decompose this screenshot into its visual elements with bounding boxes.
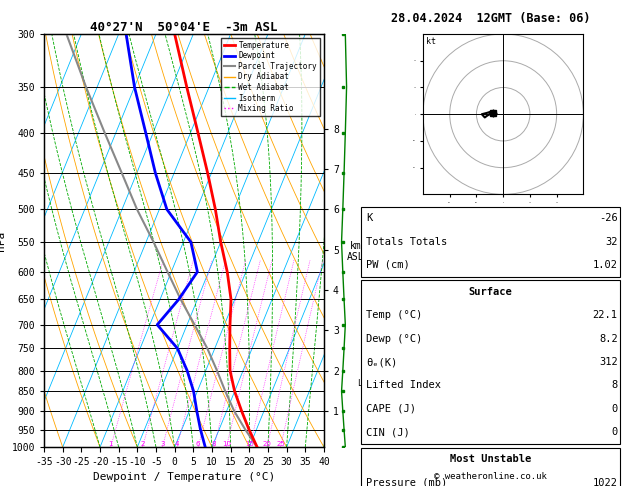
Text: θₑ(K): θₑ(K) bbox=[366, 357, 398, 367]
Text: kt: kt bbox=[426, 37, 437, 46]
Text: 15: 15 bbox=[245, 441, 254, 447]
Text: 8: 8 bbox=[211, 441, 216, 447]
Text: Surface: Surface bbox=[469, 287, 513, 297]
Text: 6: 6 bbox=[196, 441, 201, 447]
Text: © weatheronline.co.uk: © weatheronline.co.uk bbox=[434, 472, 547, 481]
Text: 2: 2 bbox=[140, 441, 145, 447]
Text: 22.1: 22.1 bbox=[593, 311, 618, 320]
Legend: Temperature, Dewpoint, Parcel Trajectory, Dry Adiabat, Wet Adiabat, Isotherm, Mi: Temperature, Dewpoint, Parcel Trajectory… bbox=[221, 38, 320, 116]
Text: 0: 0 bbox=[611, 404, 618, 414]
Bar bbox=[361, 280, 620, 444]
Text: K: K bbox=[366, 213, 372, 223]
Text: 312: 312 bbox=[599, 357, 618, 367]
Bar bbox=[361, 207, 620, 277]
X-axis label: Dewpoint / Temperature (°C): Dewpoint / Temperature (°C) bbox=[93, 472, 275, 483]
Bar bbox=[361, 448, 620, 486]
Text: 32: 32 bbox=[605, 237, 618, 246]
Text: Dewp (°C): Dewp (°C) bbox=[366, 334, 423, 344]
Text: Pressure (mb): Pressure (mb) bbox=[366, 478, 447, 486]
Text: 28.04.2024  12GMT (Base: 06): 28.04.2024 12GMT (Base: 06) bbox=[391, 12, 591, 25]
Y-axis label: hPa: hPa bbox=[0, 230, 6, 251]
Text: -26: -26 bbox=[599, 213, 618, 223]
Text: Lifted Index: Lifted Index bbox=[366, 381, 441, 390]
Text: 8: 8 bbox=[611, 381, 618, 390]
Text: CIN (J): CIN (J) bbox=[366, 427, 410, 437]
Text: 1: 1 bbox=[108, 441, 113, 447]
Y-axis label: km
ASL: km ASL bbox=[347, 241, 364, 262]
Text: Most Unstable: Most Unstable bbox=[450, 454, 532, 464]
Text: 10: 10 bbox=[222, 441, 231, 447]
Text: PW (cm): PW (cm) bbox=[366, 260, 410, 270]
Text: Totals Totals: Totals Totals bbox=[366, 237, 447, 246]
Title: 40°27'N  50°04'E  -3m ASL: 40°27'N 50°04'E -3m ASL bbox=[90, 21, 278, 34]
Text: 8.2: 8.2 bbox=[599, 334, 618, 344]
Text: Temp (°C): Temp (°C) bbox=[366, 311, 423, 320]
Text: CAPE (J): CAPE (J) bbox=[366, 404, 416, 414]
Text: 20: 20 bbox=[262, 441, 271, 447]
Text: 1.02: 1.02 bbox=[593, 260, 618, 270]
Text: 1022: 1022 bbox=[593, 478, 618, 486]
Text: 25: 25 bbox=[276, 441, 285, 447]
Text: 0: 0 bbox=[611, 427, 618, 437]
Text: 4: 4 bbox=[175, 441, 179, 447]
Text: 3: 3 bbox=[160, 441, 165, 447]
Text: LCL: LCL bbox=[357, 379, 372, 388]
